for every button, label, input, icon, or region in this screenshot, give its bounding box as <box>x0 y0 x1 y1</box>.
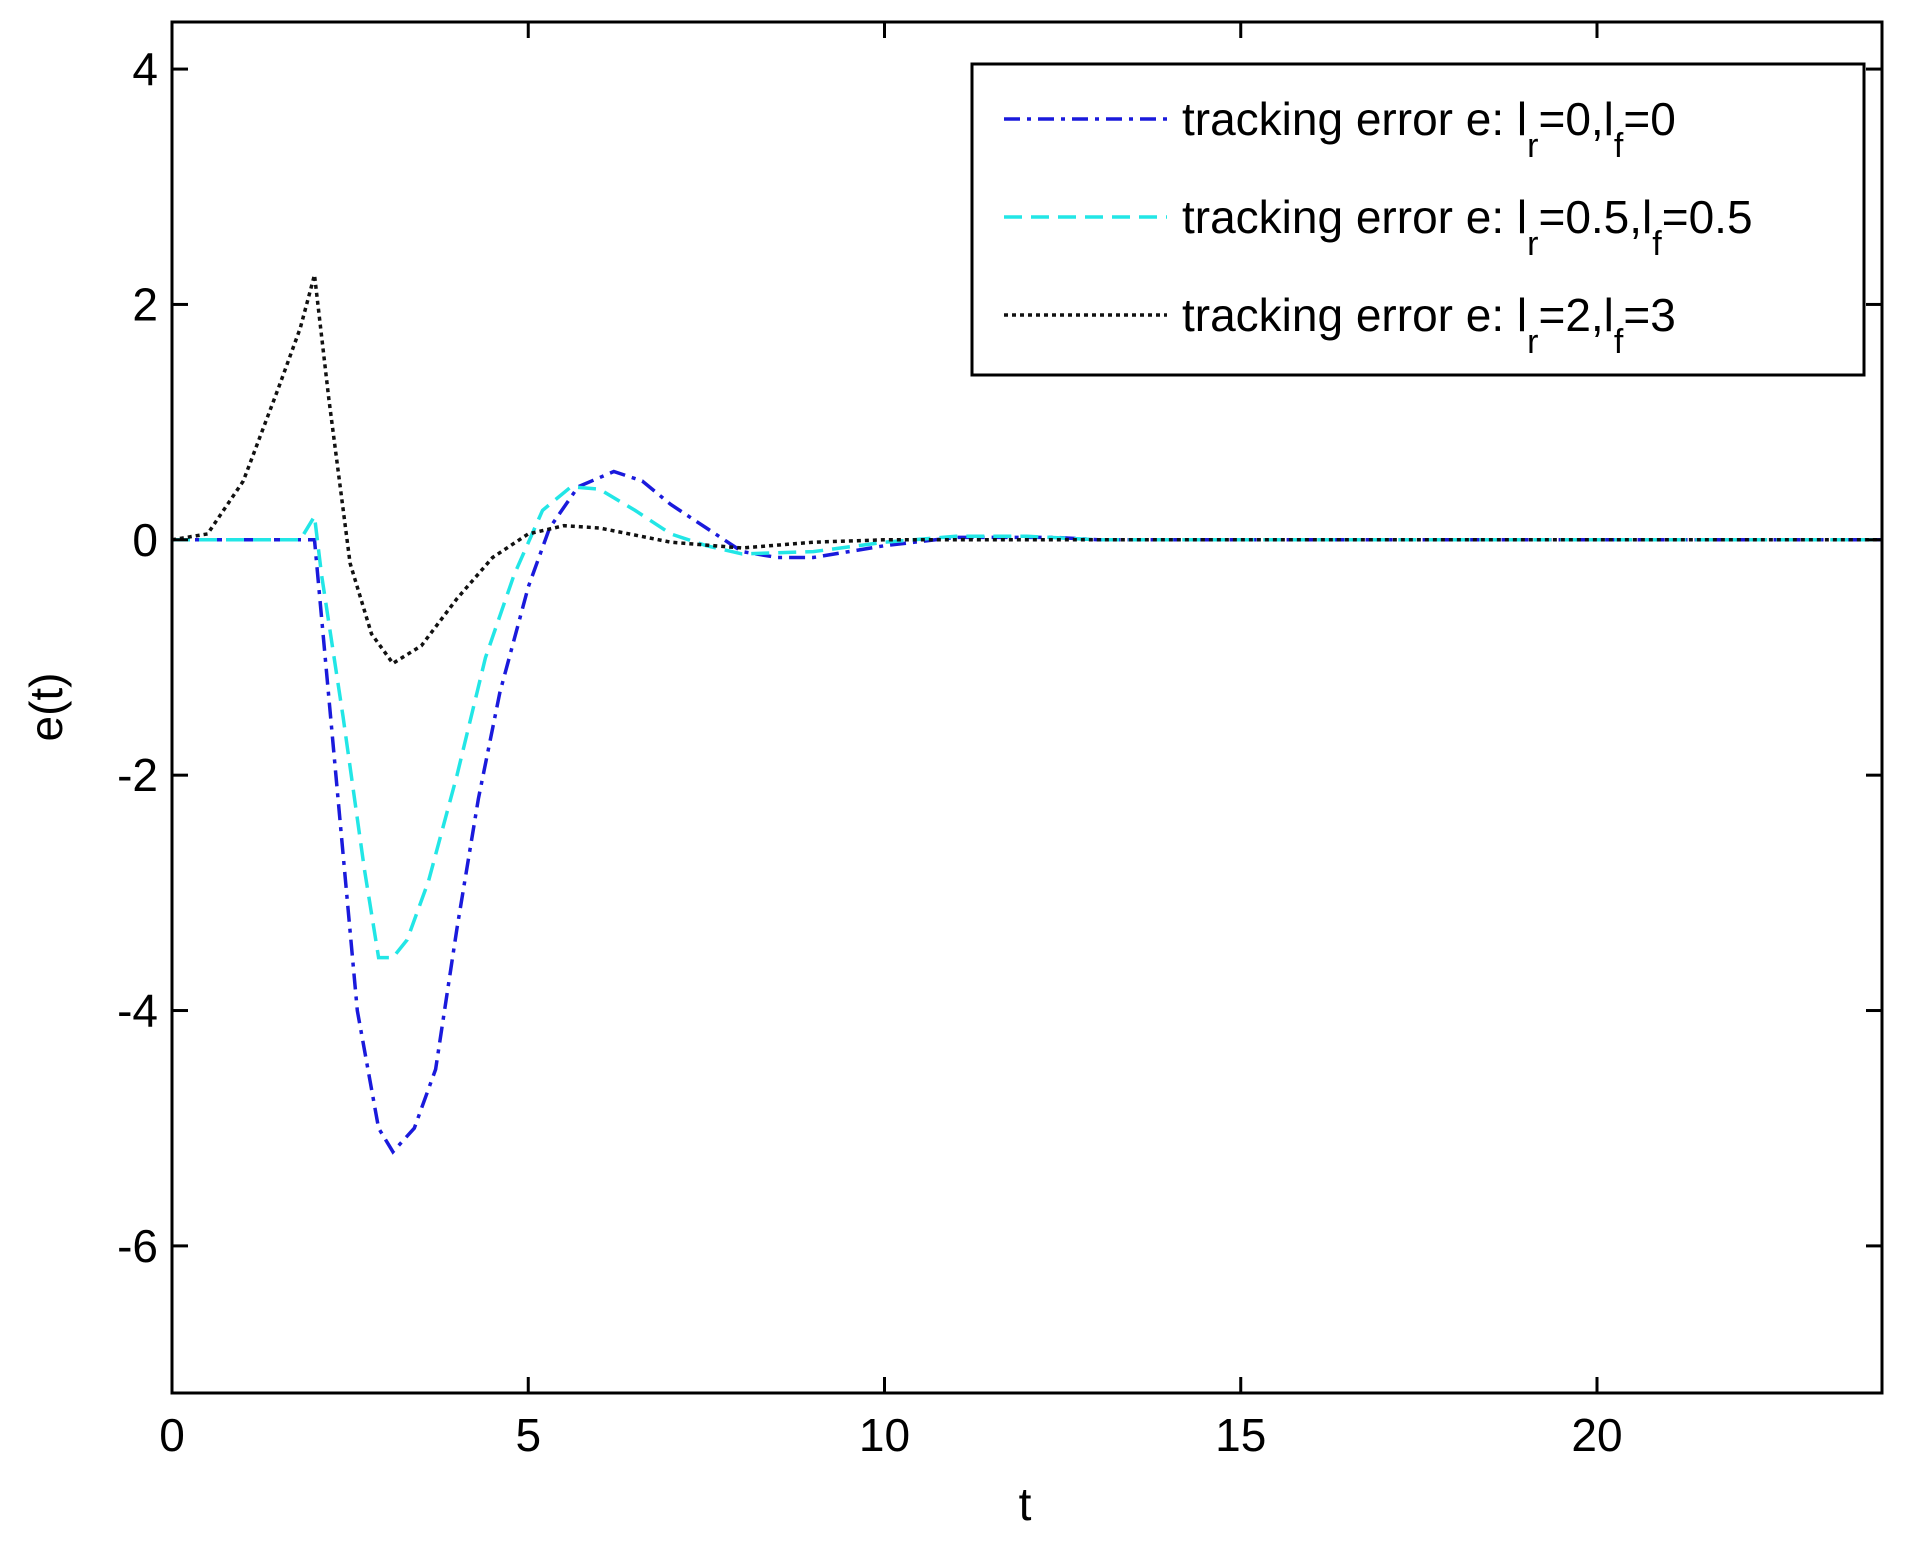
x-tick-label: 0 <box>159 1409 185 1461</box>
x-tick-label: 5 <box>515 1409 541 1461</box>
legend-label: tracking error e: lr=0,lf=0 <box>1182 93 1676 165</box>
y-tick-label: -2 <box>117 749 158 801</box>
legend-label: tracking error e: lr=0.5,lf=0.5 <box>1182 191 1753 263</box>
line-series <box>171 274 1882 666</box>
y-tick-label: -4 <box>117 985 158 1037</box>
y-tick-label: 4 <box>132 43 158 95</box>
y-tick-label: -6 <box>117 1220 158 1272</box>
x-tick-label: 15 <box>1215 1409 1266 1461</box>
line-series <box>172 484 1882 960</box>
x-axis-label: t <box>1019 1478 1032 1530</box>
y-tick-label: 2 <box>132 278 158 330</box>
x-tick-label: 20 <box>1571 1409 1622 1461</box>
x-tick-label: 10 <box>859 1409 910 1461</box>
legend-box <box>970 62 1866 377</box>
plot-frame <box>170 20 1884 1395</box>
line-series <box>172 469 1882 1155</box>
y-axis-label: e(t) <box>20 673 72 742</box>
y-tick-label: 0 <box>132 514 158 566</box>
legend-label: tracking error e: lr=2,lf=3 <box>1182 289 1676 361</box>
